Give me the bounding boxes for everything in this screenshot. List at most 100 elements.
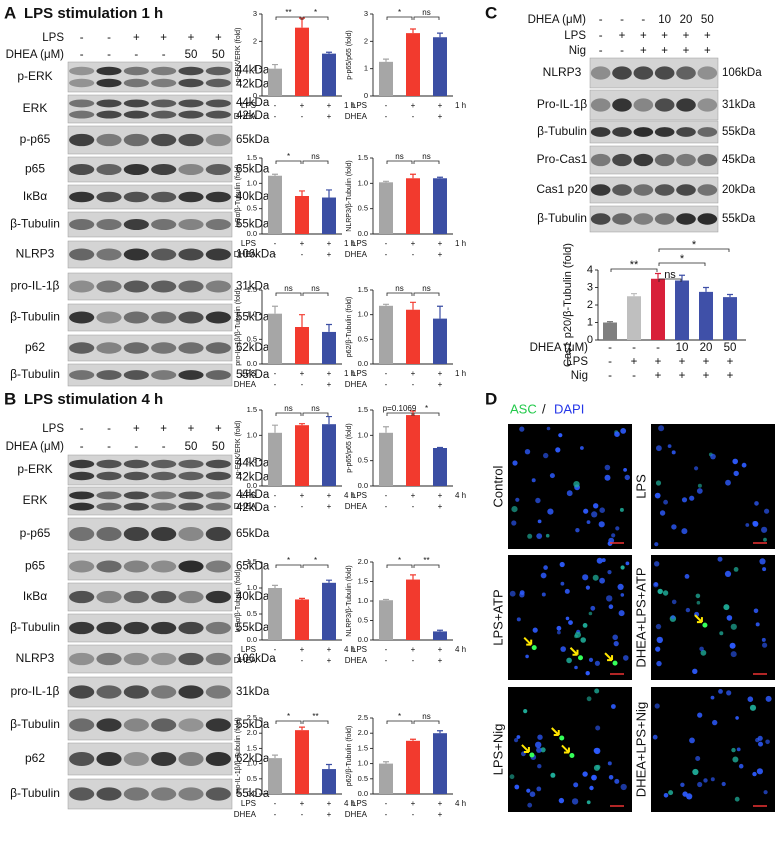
condition-name: DHEA [345,656,368,665]
blot-band [123,110,149,119]
condition-sign: - [608,370,612,382]
blot-band [96,652,122,666]
condition-sign: - [134,441,138,453]
blot-band [96,219,122,230]
blot-strip [67,94,233,124]
condition-sign: - [385,250,388,259]
nucleus [527,533,533,539]
nucleus [549,473,555,479]
blot-band [151,78,177,88]
significance-label: * [398,8,401,17]
blot-band [123,502,149,511]
blot-band [123,133,149,147]
condition-sign: + [438,656,443,665]
nucleus [662,590,669,596]
condition-sign: + [640,30,647,42]
blot-band [151,560,177,573]
blot-band [205,219,231,230]
y-tick-label: 0.5 [247,609,257,618]
micrograph [508,555,632,680]
blot-band [123,311,149,324]
condition-sign: + [438,112,443,121]
significance-label: * [287,556,290,565]
condition-sign: + [655,370,662,382]
y-tick-label: 4 [587,264,593,276]
condition-sign: - [412,380,415,389]
nucleus [611,704,616,709]
time-label: 4 h [344,799,355,808]
blot-band [123,164,149,175]
condition-sign: - [274,810,277,819]
blot-band [151,133,177,147]
condition-label: Control [490,465,505,507]
condition-sign: - [134,49,138,61]
blot-band [96,471,122,481]
nucleus [566,490,573,497]
nucleus [601,558,606,563]
blot-band [151,311,177,324]
condition-sign: - [641,14,645,26]
blot-kda: 55kDa [722,126,756,138]
blot-band [205,787,231,801]
y-axis-label: p-p65/p65 (fold) [346,423,353,472]
blot-band [654,184,675,196]
condition-sign: + [327,491,332,500]
significance-bracket [275,160,302,164]
blot-band [123,560,149,573]
blot-kda: 44kDa [236,97,270,109]
blot-band [69,491,95,500]
significance-bracket [275,292,302,296]
nucleus [612,634,618,641]
nucleus [535,497,541,504]
nucleus [710,777,715,782]
nucleus [525,654,529,659]
nucleus [694,466,699,471]
blot-band [151,342,177,354]
blot-label: β-Tubulin [10,310,60,324]
nucleus [710,453,716,460]
nucleus [593,503,599,509]
error-bar [383,58,389,62]
nucleus [594,747,601,755]
blot-band [178,787,204,801]
y-tick-label: 1.5 [247,557,257,566]
blot-band [69,459,95,469]
y-tick-label: 1.0 [247,310,257,319]
blot-strip [67,303,233,332]
nucleus [516,735,521,739]
significance-bracket [302,564,329,568]
condition-name: DHEA [345,810,368,819]
nucleus [692,668,698,674]
blot-label: pro-IL-1β [11,279,60,293]
y-tick-label: 1.0 [358,310,368,319]
condition-sign: - [385,112,388,121]
condition-sign: + [327,239,332,248]
nucleus [559,561,565,568]
condition-sign: - [385,369,388,378]
nucleus [652,734,658,740]
blot-strip [67,125,233,155]
condition-sign: + [160,32,167,44]
nucleus [670,615,676,620]
condition-sign: - [632,370,636,382]
blot-kda: 20kDa [722,184,756,196]
condition-name: LPS [352,101,367,110]
nucleus [654,582,658,587]
condition-sign: - [301,810,304,819]
blot-band [205,280,231,293]
nucleus [511,506,518,513]
blot-band [205,502,231,511]
blot-band [69,191,95,203]
blot-band [676,184,696,196]
blot-kda: 62kDa [236,342,270,354]
blot-kda: 31kDa [722,99,756,111]
condition-sign: + [438,101,443,110]
nucleus [594,688,600,694]
significance-bracket [386,292,413,296]
nucleus [543,565,548,570]
blot-band [96,164,122,175]
nucleus [526,788,531,793]
blot-band [151,471,177,481]
condition-sign: + [300,101,305,110]
blot-band [697,184,718,196]
